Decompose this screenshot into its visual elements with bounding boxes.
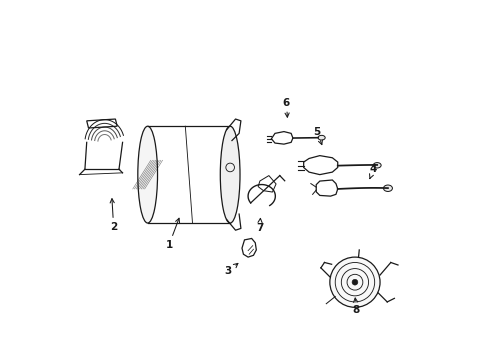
Text: 5: 5 xyxy=(313,127,322,145)
Text: 6: 6 xyxy=(282,98,289,117)
Ellipse shape xyxy=(138,126,157,223)
Text: 3: 3 xyxy=(224,264,237,276)
Ellipse shape xyxy=(383,185,392,192)
Text: 1: 1 xyxy=(165,218,179,249)
Ellipse shape xyxy=(317,135,325,140)
Ellipse shape xyxy=(372,163,380,168)
Ellipse shape xyxy=(220,126,240,223)
Text: 7: 7 xyxy=(255,219,263,233)
Circle shape xyxy=(329,257,379,307)
Circle shape xyxy=(351,279,357,285)
Text: 2: 2 xyxy=(110,199,117,231)
Text: 8: 8 xyxy=(352,298,359,315)
Text: 4: 4 xyxy=(369,164,377,179)
